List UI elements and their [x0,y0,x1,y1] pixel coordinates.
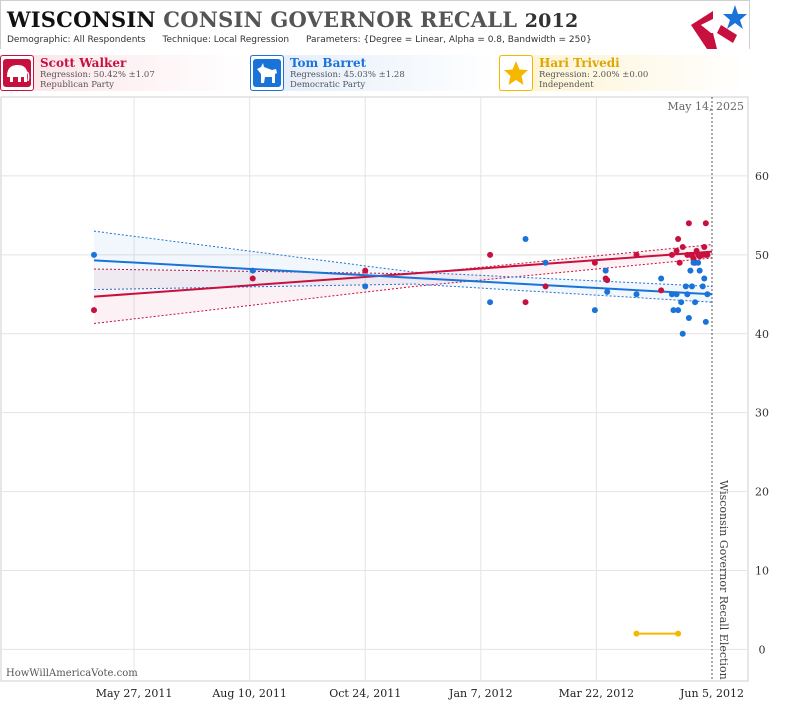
plot-area [0,96,749,682]
data-point [679,243,686,250]
site-credit: HowWillAmericaVote.com [6,668,138,679]
data-point [522,299,529,306]
data-point [678,299,685,306]
data-point [685,220,692,227]
x-tick-label: Jun 5, 2012 [679,687,744,700]
poll-chart: May 27, 2011 Aug 10, 2011 Oct 24, 2011 Jan … [0,96,769,700]
data-point [695,259,702,266]
title-year: 2012 [524,10,579,32]
data-point [633,251,640,258]
data-point [704,291,711,298]
band-lower-line [93,257,713,324]
data-point [675,236,682,243]
data-point [702,318,709,325]
data-point [701,243,708,250]
data-point [675,307,682,314]
y-tick-label: 40 [755,328,769,341]
data-point [670,307,677,314]
candidate-party: Independent [539,80,594,90]
candidate-party: Republican Party [40,80,114,90]
data-point [692,299,699,306]
parameters-label: Parameters: {Degree = Linear, Alpha = 0.… [306,35,592,45]
data-point [658,275,665,282]
candidate-card-walker: Scott Walker Regression: 50.42% ±1.07 Re… [0,55,246,91]
data-point [675,630,682,637]
data-point [249,275,256,282]
data-point [687,267,694,274]
data-point [673,247,680,254]
title-state: WISCONSIN [7,7,156,32]
data-point [685,314,692,321]
chart-parameters: Demographic: All Respondents Technique: … [7,35,606,45]
data-point [91,251,97,258]
data-point [699,283,706,290]
data-point [679,330,686,337]
data-point [604,277,611,284]
data-point [676,259,683,266]
technique-label: Technique: Local Regression [162,35,290,45]
band-upper-line [93,230,713,287]
data-point [658,287,665,294]
y-tick-label: 60 [755,170,769,183]
y-tick-label: 30 [755,407,769,420]
data-point [690,259,697,266]
data-point [591,307,598,314]
data-point [704,251,711,258]
data-point [682,283,689,290]
data-point [522,236,529,243]
x-tick-label: Aug 10, 2011 [211,687,287,700]
x-tick-label: Oct 24, 2011 [329,687,401,700]
data-point [602,267,609,274]
y-tick-label: 0 [759,643,766,656]
donkey-icon [250,55,284,91]
x-tick-label: May 27, 2011 [96,687,173,700]
data-point [542,259,549,266]
elephant-icon [0,55,34,91]
data-point [668,291,675,298]
candidate-card-barret: Tom Barret Regression: 45.03% ±1.28 Demo… [250,55,496,91]
site-logo [691,5,747,49]
candidate-name: Hari Trivedi [539,56,620,70]
data-point [673,291,680,298]
title-race: CONSIN GOVERNOR RECALL [163,7,518,32]
data-point [604,288,611,295]
data-point [684,291,691,298]
candidate-card-trivedi: Hari Trivedi Regression: 2.00% ±0.00 Ind… [499,55,748,91]
data-point [487,299,494,306]
data-point [249,267,256,274]
data-point [591,259,598,266]
candidate-party: Democratic Party [290,80,366,90]
today-label: May 14, 2025 [667,100,744,113]
data-point [696,267,703,274]
data-point [542,283,549,290]
data-point [702,220,709,227]
trend-line [93,259,713,296]
star-icon [499,55,533,91]
data-point [633,291,640,298]
y-tick-label: 20 [755,486,769,499]
data-point [487,251,494,258]
band-lower-line [93,283,713,303]
candidate-regression: Regression: 2.00% ±0.00 [539,70,649,80]
x-tick-label: Jan 7, 2012 [448,687,513,700]
election-label: Wisconsin Governor Recall Election [717,480,730,680]
x-tick-label: Mar 22, 2012 [559,687,635,700]
candidate-regression: Regression: 45.03% ±1.28 [290,70,405,80]
data-point [633,630,640,637]
data-point [362,267,369,274]
data-point [91,307,97,314]
candidate-name: Scott Walker [40,56,127,70]
trend-line [93,250,713,298]
chart-header: WISCONSIN CONSIN GOVERNOR RECALL 2012 De… [0,0,750,49]
data-point [688,283,695,290]
page-title: WISCONSIN CONSIN GOVERNOR RECALL 2012 [7,7,578,32]
candidate-regression: Regression: 50.42% ±1.07 [40,70,155,80]
demographic-label: Demographic: All Respondents [7,35,146,45]
y-tick-label: 50 [755,249,769,262]
candidate-name: Tom Barret [290,56,367,70]
data-point [668,251,675,258]
data-point [362,283,369,290]
y-tick-label: 10 [755,565,769,578]
data-point [701,275,708,282]
